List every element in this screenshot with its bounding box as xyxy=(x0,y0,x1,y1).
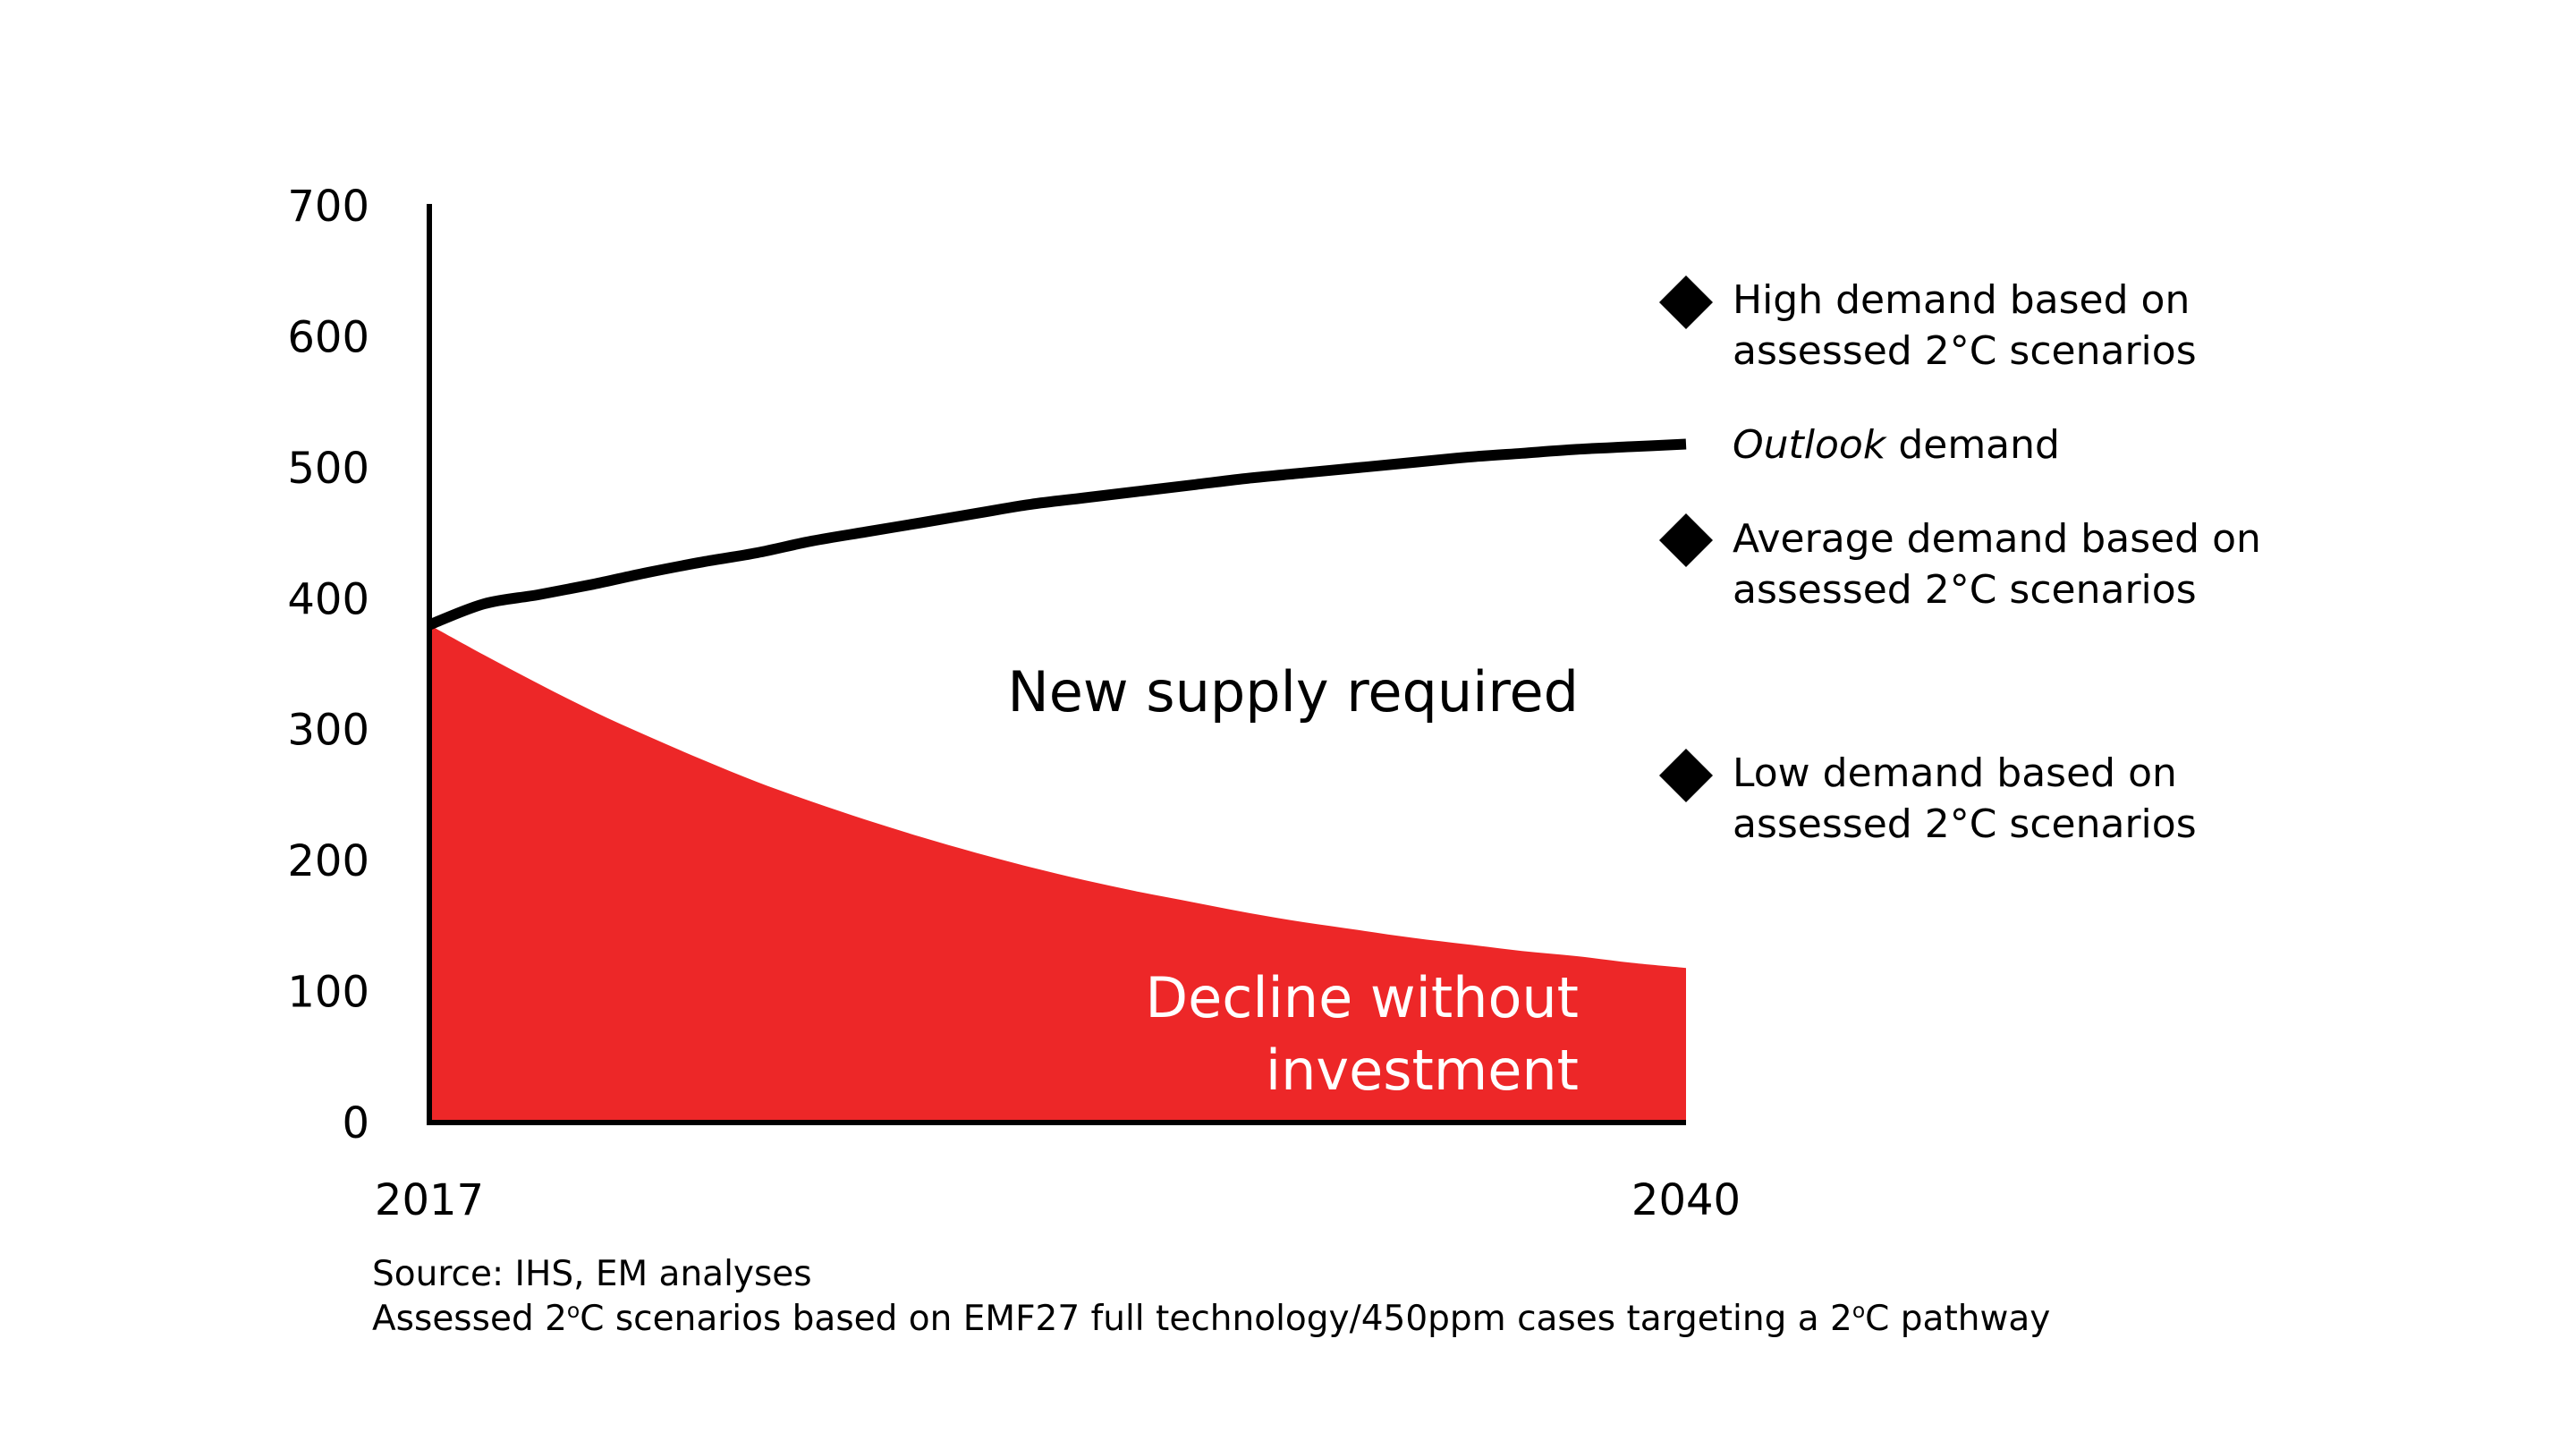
assessed-note-suffix: C pathway xyxy=(1865,1299,2051,1339)
decline-area xyxy=(429,624,1686,1123)
y-tick-label-200: 200 xyxy=(287,836,369,886)
y-tick-label-0: 0 xyxy=(342,1098,369,1148)
outlook-demand-line xyxy=(427,438,1687,631)
degree-sup-2: o xyxy=(1852,1298,1866,1323)
y-tick-label-700: 700 xyxy=(287,182,369,232)
legend-low-line1: Low demand based on xyxy=(1733,750,2177,796)
legend-high-line1: High demand based on xyxy=(1733,277,2190,323)
new-supply-annotation: New supply required xyxy=(1007,659,1579,724)
legend-high-line2: assessed 2°C scenarios xyxy=(1733,328,2197,374)
legend-average-line2: assessed 2°C scenarios xyxy=(1733,567,2197,613)
assessed-note: Assessed 2oC scenarios based on EMF27 fu… xyxy=(372,1297,2050,1342)
assessed-note-prefix: Assessed 2 xyxy=(372,1299,567,1339)
diamond-icon xyxy=(1659,749,1713,802)
y-tick-label-600: 600 xyxy=(287,312,369,362)
decline-annotation-line1: Decline without xyxy=(1145,965,1579,1030)
y-tick-label-100: 100 xyxy=(287,968,369,1018)
y-tick-label-400: 400 xyxy=(287,574,369,624)
legend-outlook-rest: demand xyxy=(1885,422,2060,468)
source-note: Source: IHS, EM analyses xyxy=(372,1254,812,1294)
decline-annotation-line2: investment xyxy=(1266,1038,1579,1103)
y-tick-labels: 0 100 200 300 400 500 600 700 xyxy=(287,182,369,1148)
diamond-icon xyxy=(1659,513,1713,567)
x-tick-label-2040: 2040 xyxy=(1631,1175,1741,1225)
legend-outlook-italic: Outlook xyxy=(1733,422,1887,468)
y-tick-label-300: 300 xyxy=(287,706,369,756)
assessed-note-middle: C scenarios based on EMF27 full technolo… xyxy=(580,1299,1852,1339)
degree-sup-1: o xyxy=(566,1298,580,1323)
y-tick-label-500: 500 xyxy=(287,444,369,494)
x-tick-label-2017: 2017 xyxy=(375,1175,484,1225)
legend-outlook: Outlook demand xyxy=(1733,422,2060,468)
legend-average-line1: Average demand based on xyxy=(1733,516,2261,562)
diamond-icon xyxy=(1659,275,1713,329)
legend-low-line2: assessed 2°C scenarios xyxy=(1733,801,2197,847)
